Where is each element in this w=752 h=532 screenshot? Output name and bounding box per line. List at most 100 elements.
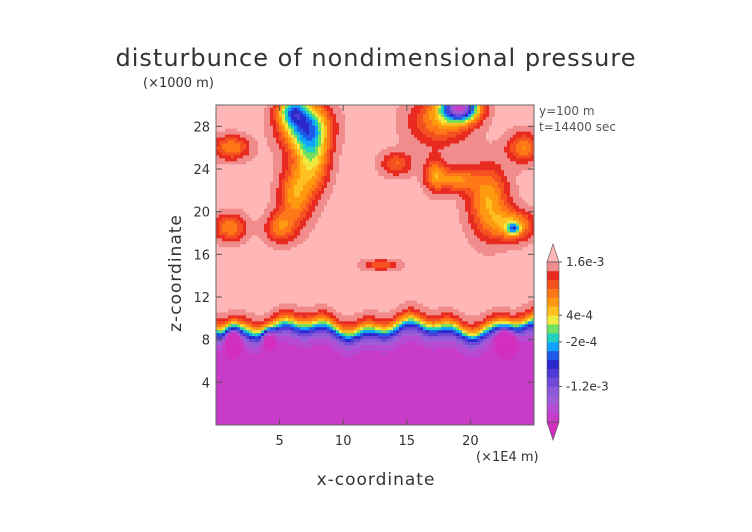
field-cell <box>495 170 499 174</box>
field-cell <box>354 116 358 121</box>
field-cell <box>456 223 460 227</box>
field-cell <box>351 107 355 112</box>
field-cell <box>297 152 301 156</box>
field-cell <box>492 211 496 215</box>
field-cell <box>363 122 367 127</box>
field-cell <box>459 196 463 201</box>
field-cell <box>498 187 502 192</box>
field-cell <box>231 217 235 221</box>
field-cell <box>501 235 505 239</box>
field-cell <box>411 164 415 168</box>
field-cell <box>324 131 328 135</box>
field-cell <box>426 208 430 213</box>
field-cell <box>372 232 376 236</box>
field-cell <box>312 241 316 245</box>
field-cell <box>300 193 304 198</box>
field-cell <box>420 187 424 192</box>
field-cell <box>432 140 436 144</box>
field-cell <box>417 229 421 233</box>
field-cell <box>483 137 487 141</box>
field-cell <box>519 105 523 109</box>
field-cell <box>408 205 412 210</box>
field-cell <box>315 182 319 186</box>
field-cell <box>225 158 229 162</box>
field-cell <box>324 229 328 233</box>
field-cell <box>519 134 523 138</box>
field-cell <box>288 173 292 177</box>
field-cell <box>312 170 316 174</box>
field-cell <box>306 235 310 239</box>
field-cell <box>348 232 352 236</box>
field-cell <box>450 223 454 227</box>
field-cell <box>450 164 454 168</box>
field-cell <box>354 155 358 159</box>
field-cell <box>417 173 421 177</box>
field-cell <box>513 235 517 239</box>
field-cell <box>288 202 292 207</box>
field-cell <box>354 187 358 192</box>
field-cell <box>420 241 424 245</box>
field-cell <box>228 241 232 245</box>
field-cell <box>456 190 460 195</box>
field-cell <box>219 119 223 124</box>
field-cell <box>396 105 400 109</box>
field-cell <box>276 122 280 127</box>
field-cell <box>255 202 259 207</box>
field-cell <box>522 110 526 115</box>
field-cell <box>411 116 415 121</box>
field-cell <box>270 143 274 147</box>
field-cell <box>300 229 304 233</box>
field-cell <box>453 164 457 168</box>
field-cell <box>459 119 463 124</box>
field-cell <box>447 107 451 112</box>
field-cell <box>234 182 238 186</box>
field-cell <box>333 199 337 204</box>
field-cell <box>402 223 406 227</box>
field-cell <box>432 137 436 141</box>
field-cell <box>225 241 229 245</box>
field-cell <box>255 125 259 130</box>
field-cell <box>531 149 535 153</box>
field-cell <box>237 179 241 183</box>
field-cell <box>486 149 490 153</box>
field-cell <box>276 187 280 192</box>
field-cell <box>432 196 436 201</box>
field-cell <box>483 190 487 195</box>
field-cell <box>531 205 535 210</box>
field-cell <box>495 119 499 124</box>
field-cell <box>306 208 310 213</box>
field-cell <box>219 140 223 144</box>
field-cell <box>270 208 274 213</box>
field-cell <box>387 199 391 204</box>
field-cell <box>396 173 400 177</box>
field-cell <box>426 161 430 165</box>
field-cell <box>519 220 523 224</box>
field-cell <box>309 143 313 147</box>
field-cell <box>369 137 373 141</box>
field-cell <box>312 205 316 210</box>
field-cell <box>417 143 421 147</box>
field-cell <box>495 113 499 118</box>
field-cell <box>327 226 331 230</box>
field-cell <box>258 143 262 147</box>
field-cell <box>399 182 403 186</box>
field-cell <box>237 113 241 118</box>
field-cell <box>258 190 262 195</box>
field-cell <box>378 107 382 112</box>
field-cell <box>228 214 232 218</box>
field-cell <box>297 220 301 224</box>
field-cell <box>348 143 352 147</box>
field-cell <box>528 179 532 183</box>
field-cell <box>516 164 520 168</box>
field-cell <box>522 187 526 192</box>
field-cell <box>465 173 469 177</box>
field-cell <box>414 217 418 221</box>
field-cell <box>450 214 454 218</box>
field-cell <box>216 199 220 204</box>
field-cell <box>258 182 262 186</box>
field-cell <box>243 170 247 174</box>
field-cell <box>516 137 520 141</box>
field-cell <box>258 122 262 127</box>
field-cell <box>354 217 358 221</box>
field-cell <box>342 125 346 130</box>
